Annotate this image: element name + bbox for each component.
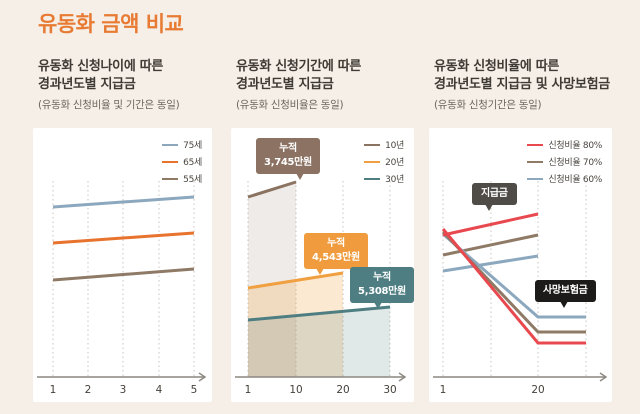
period-chart-legend: 10년 20년 30년 [364, 138, 404, 185]
svg-text:20: 20 [531, 384, 544, 396]
callout-payment: 지급금 [472, 183, 517, 211]
svg-text:5: 5 [191, 384, 198, 396]
legend-line-swatch [162, 143, 179, 146]
callout-pointer [295, 173, 304, 180]
chart-age-header: 유동화 신청나이에 따른 경과년도별 지급금 (유동화 신청비율 및 기간은 동… [38, 58, 234, 112]
legend-label: 신청비율 70% [548, 158, 602, 168]
legend-label: 신청비율 80% [548, 141, 602, 151]
callout-death-benefit: 사망보험금 [535, 280, 596, 308]
chart-ratio-header: 유동화 신청비율에 따른 경과년도별 지급금 및 사망보험금 (유동화 신청기간… [434, 58, 630, 112]
legend-label: 55세 [183, 175, 202, 185]
svg-text:2: 2 [85, 384, 92, 396]
legend-item: 75세 [162, 138, 202, 151]
legend-line-swatch [364, 177, 381, 180]
chart-period-title-line1: 유동화 신청기간에 따른 [236, 59, 362, 74]
ratio-line-chart: 1 20 [433, 181, 608, 396]
svg-text:4: 4 [156, 384, 163, 396]
legend-label: 신청비율 60% [548, 175, 602, 185]
chart-ratio-title-line1: 유동화 신청비율에 따른 [434, 59, 560, 74]
svg-text:30: 30 [383, 384, 396, 396]
callout-cumulative-30yr-value: 5,308만원 [358, 286, 406, 297]
callout-pointer [485, 204, 494, 211]
legend-item: 30년 [364, 172, 404, 185]
chart-period-title-line2: 경과년도별 지급금 [236, 77, 334, 93]
svg-text:10: 10 [289, 384, 302, 396]
callout-payment-label: 지급금 [481, 188, 508, 199]
legend-line-swatch [364, 160, 381, 163]
chart-age-subtitle: (유동화 신청비율 및 기간은 동일) [38, 99, 180, 112]
callout-cumulative-20yr: 누적 4,543만원 [304, 233, 368, 275]
svg-text:1: 1 [50, 384, 57, 396]
callout-death-benefit-label: 사망보험금 [543, 285, 588, 296]
callout-cumulative-20yr-value: 4,543만원 [312, 252, 360, 263]
legend-line-swatch [527, 160, 544, 163]
chart-panel-by-ratio: 1 20 신청비율 80% 신청비율 70% 신청비율 60% 지급금 사망보험금 [429, 128, 612, 402]
page-title: 유동화 금액 비교 [38, 12, 184, 36]
callout-cumulative-10yr-value: 3,745만원 [264, 157, 312, 168]
legend-label: 10년 [385, 141, 404, 151]
legend-label: 75세 [183, 141, 202, 151]
svg-text:1: 1 [245, 384, 252, 396]
legend-line-swatch [162, 160, 179, 163]
chart-period-header: 유동화 신청기간에 따른 경과년도별 지급금 (유동화 신청비율은 동일) [236, 58, 432, 112]
callout-cumulative-30yr-label: 누적 [373, 272, 391, 283]
legend-line-swatch [527, 177, 544, 180]
legend-label: 30년 [385, 175, 404, 185]
age-line-chart: 1 2 3 4 5 [37, 181, 207, 396]
chart-ratio-title-line2: 경과년도별 지급금 및 사망보험금 [434, 77, 610, 93]
callout-pointer [374, 302, 383, 309]
legend-item: 신청비율 80% [527, 138, 602, 151]
chart-panel-by-age: 1 2 3 4 5 75세 65세 55세 [33, 128, 212, 402]
legend-item: 신청비율 60% [527, 172, 602, 185]
callout-cumulative-20yr-label: 누적 [327, 238, 345, 249]
callout-cumulative-30yr: 누적 5,308만원 [350, 267, 414, 309]
legend-line-swatch [162, 177, 179, 180]
svg-text:20: 20 [336, 384, 349, 396]
ratio-chart-legend: 신청비율 80% 신청비율 70% 신청비율 60% [527, 138, 602, 185]
legend-item: 신청비율 70% [527, 155, 602, 168]
svg-text:3: 3 [120, 384, 127, 396]
chart-age-title-line2: 경과년도별 지급금 [38, 77, 136, 93]
legend-item: 55세 [162, 172, 202, 185]
callout-cumulative-10yr: 누적 3,745만원 [256, 138, 320, 180]
chart-period-subtitle: (유동화 신청비율은 동일) [236, 99, 344, 112]
callout-pointer [315, 268, 324, 275]
legend-line-swatch [364, 143, 381, 146]
legend-label: 20년 [385, 158, 404, 168]
legend-label: 65세 [183, 158, 202, 168]
callout-cumulative-10yr-label: 누적 [279, 143, 297, 154]
legend-item: 10년 [364, 138, 404, 151]
callout-pointer [560, 301, 569, 308]
chart-panel-by-period: 1 10 20 30 10년 20년 30년 누적 3,745만원 누적 4,543만원 … [231, 128, 414, 402]
legend-item: 20년 [364, 155, 404, 168]
period-area-chart: 1 10 20 30 [235, 180, 407, 396]
legend-item: 65세 [162, 155, 202, 168]
chart-ratio-subtitle: (유동화 신청기간은 동일) [434, 99, 542, 112]
svg-text:1: 1 [440, 384, 447, 396]
legend-line-swatch [527, 143, 544, 146]
age-chart-legend: 75세 65세 55세 [162, 138, 202, 185]
chart-age-title-line1: 유동화 신청나이에 따른 [38, 59, 164, 74]
